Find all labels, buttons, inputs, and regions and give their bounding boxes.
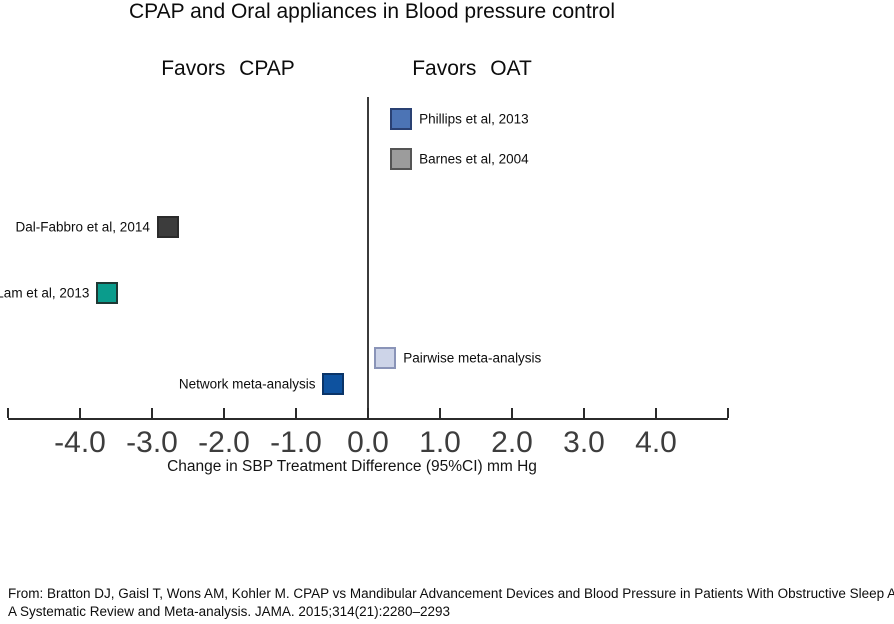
zero-reference-line — [367, 97, 369, 419]
x-axis-tick-label: -3.0 — [126, 426, 178, 459]
x-axis-tick — [79, 408, 81, 418]
x-axis-tick — [367, 408, 369, 418]
x-axis-tick-label: 1.0 — [419, 426, 461, 459]
data-point-square — [156, 216, 179, 238]
x-axis-tick-label: -1.0 — [270, 426, 322, 459]
favors-cpap-label: Favors CPAP — [161, 57, 295, 80]
citation-line-1: From: Bratton DJ, Gaisl T, Wons AM, Kohl… — [8, 586, 894, 601]
x-axis-tick — [7, 408, 9, 418]
x-axis-tick — [439, 408, 441, 418]
data-point-label: Dal-Fabbro et al, 2014 — [15, 219, 150, 235]
data-point-label: Barnes et al, 2004 — [419, 151, 529, 167]
chart-title: CPAP and Oral appliances in Blood pressu… — [129, 0, 615, 23]
data-point-label: Pairwise meta-analysis — [403, 350, 542, 366]
x-axis-tick — [727, 408, 729, 418]
data-point-label: Lam et al, 2013 — [0, 285, 90, 301]
favors-oat-label: Favors OAT — [412, 57, 532, 80]
data-point-square — [322, 373, 345, 395]
x-axis-tick — [583, 408, 585, 418]
x-axis-line — [8, 418, 728, 420]
x-axis-tick-label: 3.0 — [563, 426, 605, 459]
x-axis-tick-label: -2.0 — [198, 426, 250, 459]
x-axis-tick — [655, 408, 657, 418]
data-point-square — [390, 148, 413, 170]
x-axis-tick — [511, 408, 513, 418]
x-axis-tick — [223, 408, 225, 418]
x-axis-tick — [151, 408, 153, 418]
data-point-square — [374, 347, 397, 369]
data-point-square — [390, 108, 413, 130]
data-point-label: Network meta-analysis — [178, 376, 316, 392]
x-axis-tick-label: -4.0 — [54, 426, 106, 459]
x-axis-tick — [295, 408, 297, 418]
x-axis-label: Change in SBP Treatment Difference (95%C… — [167, 458, 537, 475]
citation: From: Bratton DJ, Gaisl T, Wons AM, Kohl… — [8, 585, 894, 621]
citation-line-2: A Systematic Review and Meta-analysis. J… — [8, 604, 450, 619]
data-point-square — [96, 282, 119, 304]
x-axis-tick-label: 4.0 — [635, 426, 677, 459]
x-axis-tick-label: 0.0 — [347, 426, 389, 459]
data-point-label: Phillips et al, 2013 — [419, 111, 529, 127]
x-axis-tick-label: 2.0 — [491, 426, 533, 459]
